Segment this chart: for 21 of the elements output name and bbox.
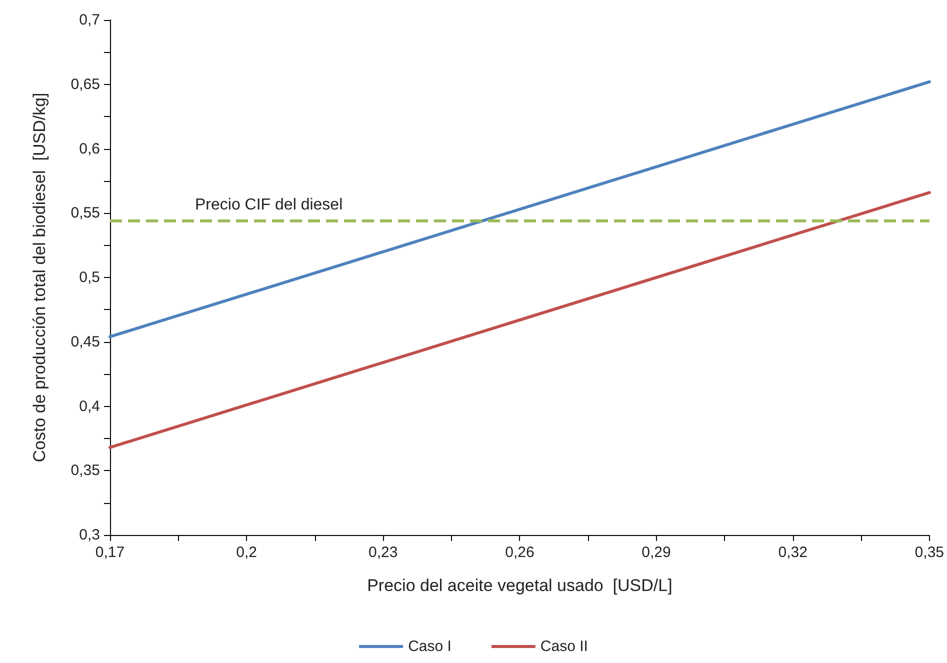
y-tick-label: 0,4 [79, 398, 100, 415]
x-tick-label: 0,17 [95, 544, 125, 561]
y-tick-label: 0,45 [70, 333, 100, 350]
y-tick-label: 0,65 [70, 76, 100, 93]
ref-line-label: Precio CIF del diesel [195, 196, 343, 214]
y-tick-label: 0,3 [79, 526, 100, 544]
x-tick-label: 0,29 [642, 544, 671, 561]
y-tick-label: 0,7 [79, 12, 100, 28]
y-tick-label: 0,5 [79, 269, 100, 286]
y-tick-label: 0,35 [70, 462, 100, 480]
x-axis-title: Precio del aceite vegetal usado [USD/L] [367, 576, 672, 595]
y-tick-label: 0,55 [70, 204, 100, 222]
x-tick-label: 0,26 [505, 544, 534, 561]
x-tick-label: 0,32 [778, 544, 808, 561]
y-axis-title: Costo de producción total del biodiesel [USD/kg] [30, 92, 49, 462]
legend-label: Caso I [408, 638, 452, 655]
x-tick-label: 0,35 [914, 544, 944, 561]
y-tick-label: 0,6 [79, 140, 100, 158]
legend-label: Caso II [540, 638, 588, 655]
x-tick-label: 0,23 [368, 544, 398, 561]
x-tick-label: 0,2 [236, 544, 257, 561]
